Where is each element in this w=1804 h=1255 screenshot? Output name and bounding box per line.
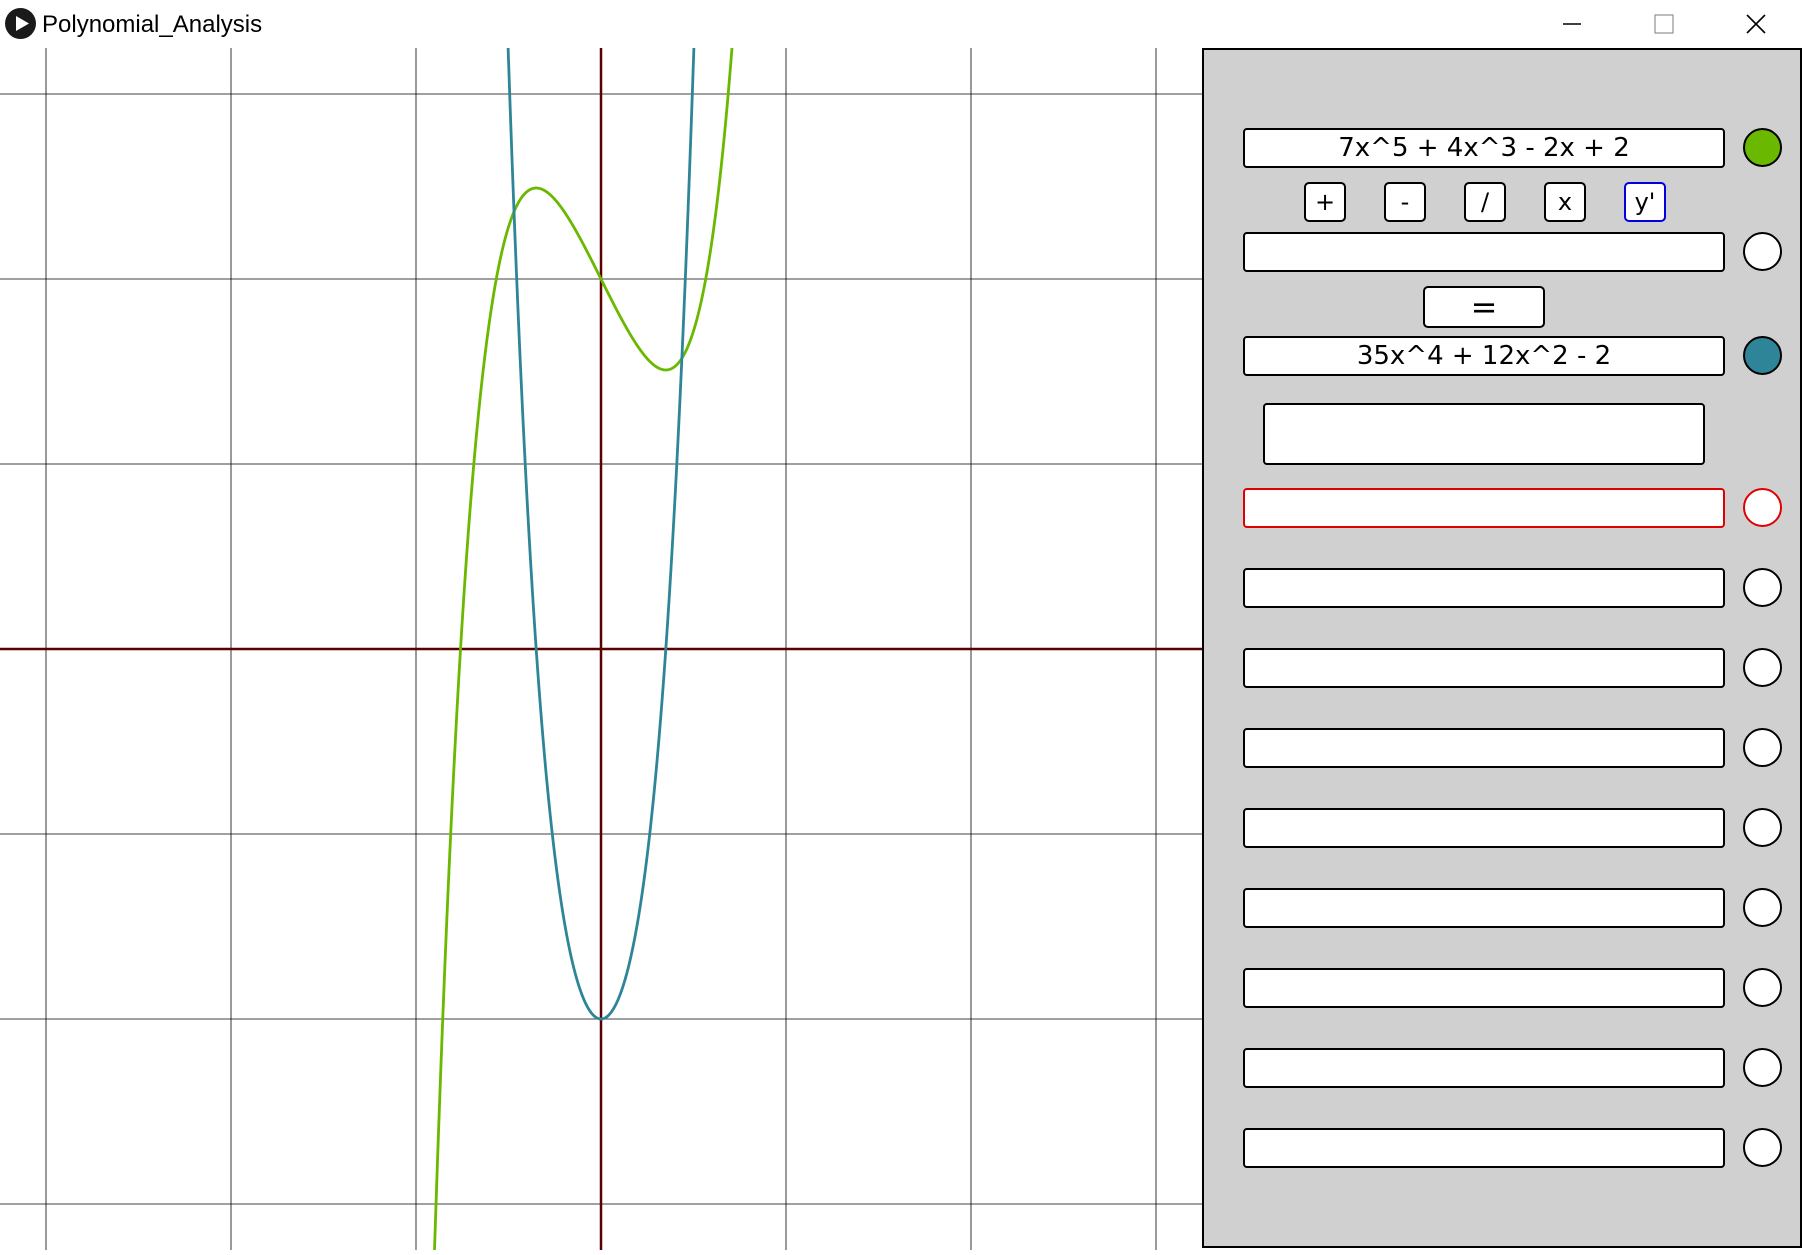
minimize-button[interactable] — [1526, 0, 1618, 48]
slot-indicator-8[interactable] — [1743, 1048, 1782, 1087]
graph-svg — [0, 0, 1202, 1255]
derivative-operator-button[interactable]: y' — [1624, 182, 1666, 222]
slot-field-7[interactable] — [1243, 968, 1725, 1008]
slot-indicator-7[interactable] — [1743, 968, 1782, 1007]
derivative-curve — [505, 0, 697, 1021]
add-operator-button[interactable]: + — [1304, 182, 1346, 222]
app-icon — [5, 8, 36, 39]
polynomial-input-field[interactable]: 7x^5 + 4x^3 - 2x + 2 — [1243, 128, 1725, 168]
slot-indicator-2[interactable] — [1743, 568, 1782, 607]
slot-field-8[interactable] — [1243, 1048, 1725, 1088]
close-button[interactable] — [1710, 0, 1802, 48]
subtract-operator-button[interactable]: - — [1384, 182, 1426, 222]
operand-color-indicator[interactable] — [1743, 232, 1782, 271]
slot-field-1[interactable] — [1243, 488, 1725, 528]
slot-indicator-6[interactable] — [1743, 888, 1782, 927]
curves — [432, 0, 737, 1255]
result-field[interactable]: 35x^4 + 12x^2 - 2 — [1243, 336, 1725, 376]
slot-field-5[interactable] — [1243, 808, 1725, 848]
equals-button[interactable]: = — [1423, 286, 1545, 328]
input-color-indicator[interactable] — [1743, 128, 1782, 167]
extra-input-box[interactable] — [1263, 403, 1705, 465]
window-title: Polynomial_Analysis — [42, 11, 263, 38]
slot-indicator-4[interactable] — [1743, 728, 1782, 767]
slot-field-2[interactable] — [1243, 568, 1725, 608]
slot-field-9[interactable] — [1243, 1128, 1725, 1168]
divide-operator-button[interactable]: / — [1464, 182, 1506, 222]
slot-field-3[interactable] — [1243, 648, 1725, 688]
multiply-operator-button[interactable]: x — [1544, 182, 1586, 222]
polynomial-panel: 7x^5 + 4x^3 - 2x + 2 + - / x y' = 35x^4 … — [1202, 48, 1802, 1248]
operand-input-field[interactable] — [1243, 232, 1725, 272]
slot-indicator-1[interactable] — [1743, 488, 1782, 527]
slot-field-6[interactable] — [1243, 888, 1725, 928]
graph-canvas[interactable] — [0, 0, 1202, 1255]
maximize-button[interactable] — [1618, 0, 1710, 48]
slot-field-4[interactable] — [1243, 728, 1725, 768]
slot-indicator-9[interactable] — [1743, 1128, 1782, 1167]
result-color-indicator[interactable] — [1743, 336, 1782, 375]
title-bar: Polynomial_Analysis — [0, 0, 1804, 48]
polynomial-curve — [432, 0, 737, 1255]
axes — [0, 48, 1202, 1250]
slot-indicator-5[interactable] — [1743, 808, 1782, 847]
slot-indicator-3[interactable] — [1743, 648, 1782, 687]
